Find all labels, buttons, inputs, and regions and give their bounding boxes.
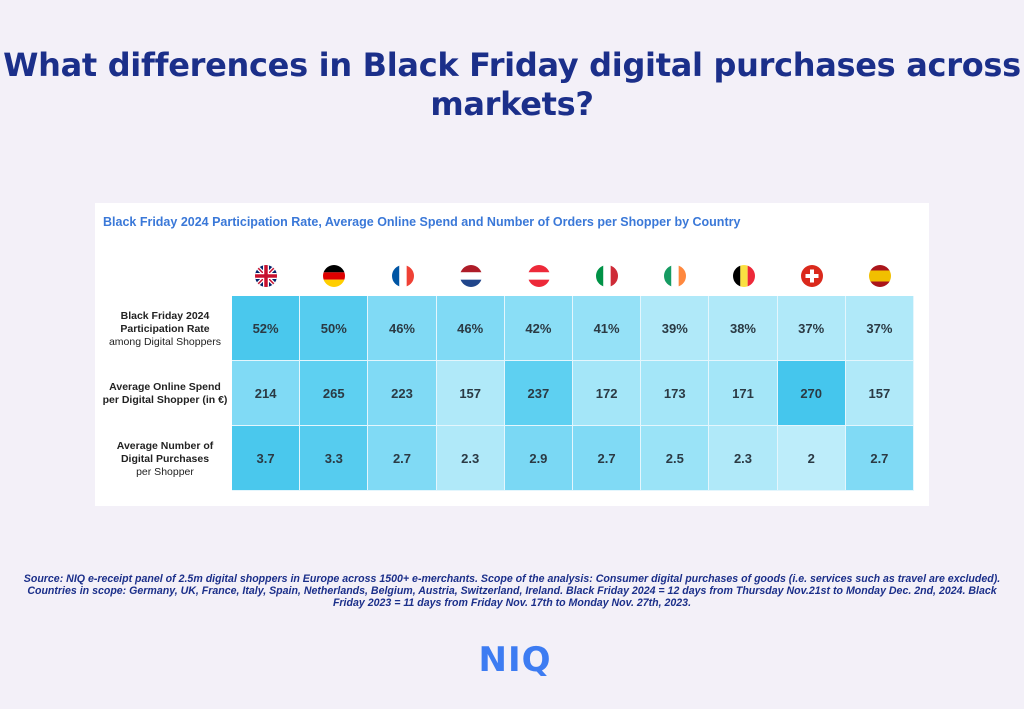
row-label-line: among Digital Shoppers: [108, 336, 222, 348]
table-cell: 38%: [709, 296, 778, 361]
table-cell: 46%: [368, 296, 437, 361]
row-label-line: Black Friday 2024: [120, 310, 210, 322]
france-flag-icon: [391, 265, 414, 287]
belgium-flag-icon: [732, 265, 755, 287]
ireland-flag-icon: [664, 265, 687, 287]
germany-flag-icon: [323, 265, 346, 287]
spain-flag-icon: [868, 265, 891, 287]
uk-flag-icon: [255, 265, 278, 287]
table-cell: 2.3: [436, 426, 505, 491]
italy-flag-icon: [596, 265, 619, 287]
chart-panel: Black Friday 2024 Participation Rate, Av…: [95, 203, 929, 506]
table-cell: 41%: [573, 296, 642, 361]
switzerland-flag-icon: [800, 265, 823, 287]
table-cell: 157: [845, 361, 914, 426]
table-cell: 171: [709, 361, 778, 426]
row-label-line: per Digital Shopper (in €): [102, 394, 228, 406]
table-cell: 46%: [436, 296, 505, 361]
row-label: Average Number of Digital Purchases per Sh…: [95, 440, 235, 479]
table-cell: 50%: [300, 296, 369, 361]
table-cell: 2.3: [709, 426, 778, 491]
table-cell: 270: [777, 361, 846, 426]
table-cell: 37%: [777, 296, 846, 361]
row-label: Black Friday 2024 Participation Rate among…: [95, 310, 235, 349]
page-title: What differences in Black Friday digital…: [3, 46, 1021, 123]
row-label-line: per Shopper: [136, 466, 194, 478]
chart-title: Black Friday 2024 Participation Rate, Av…: [103, 215, 741, 229]
table-cell: 2.7: [845, 426, 914, 491]
table-cell: 2.7: [573, 426, 642, 491]
table-cell: 173: [641, 361, 710, 426]
table-cell: 42%: [504, 296, 573, 361]
table-cell: 37%: [845, 296, 914, 361]
row-label-line: Digital Purchases: [120, 453, 210, 465]
row-label-line: Average Number of: [116, 440, 214, 452]
row-label-line: Average Online Spend: [109, 381, 221, 393]
table-cell: 2.5: [641, 426, 710, 491]
row-label: Average Online Spend per Digital Shopper …: [95, 381, 235, 407]
table-cell: 172: [573, 361, 642, 426]
netherlands-flag-icon: [459, 265, 482, 287]
table-cell: 2.7: [368, 426, 437, 491]
table-cell: 157: [436, 361, 505, 426]
table-cell: 265: [300, 361, 369, 426]
source-note: Source: NIQ e-receipt panel of 2.5m digi…: [23, 573, 1001, 609]
table-cell: 214: [232, 361, 301, 426]
table-cell: 52%: [232, 296, 301, 361]
niq-logo: NIQ: [478, 640, 552, 680]
table-cell: 3.3: [300, 426, 369, 491]
table-cell: 2.9: [504, 426, 573, 491]
austria-flag-icon: [527, 265, 550, 287]
table-cell: 3.7: [232, 426, 301, 491]
row-label-line: Participation Rate: [120, 323, 210, 335]
table-cell: 2: [777, 426, 846, 491]
table-cell: 237: [504, 361, 573, 426]
table-cell: 223: [368, 361, 437, 426]
table-cell: 39%: [641, 296, 710, 361]
